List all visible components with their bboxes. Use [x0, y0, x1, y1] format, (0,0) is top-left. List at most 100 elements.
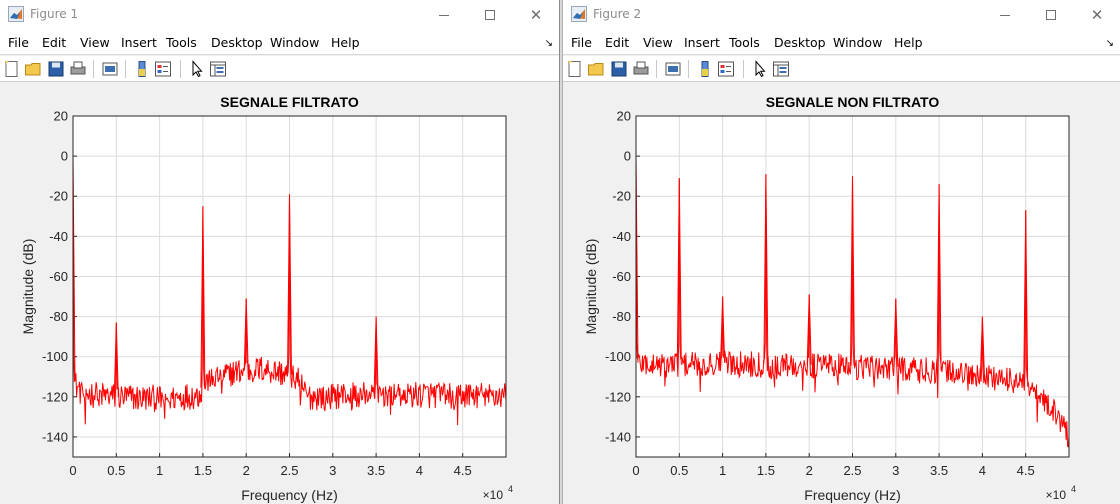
x-tick-label: 3.5	[930, 463, 948, 478]
link-plot-icon[interactable]	[664, 60, 682, 78]
window-divider	[560, 0, 562, 504]
print-icon[interactable]	[69, 60, 87, 78]
chart-title: SEGNALE NON FILTRATO	[766, 94, 940, 110]
title-bar[interactable]: Figure 1 ✕	[0, 0, 559, 30]
new-figure-icon[interactable]	[566, 60, 584, 78]
toolbar-separator	[688, 60, 689, 78]
menu-window[interactable]: Window	[270, 35, 320, 50]
spectrum-peak	[720, 296, 726, 363]
plot-area: 0 0.5 1 1.5 2 2.5 3 3.5 4 4.5 20 0 -20 -40 -60 -80 -100 -…	[0, 83, 559, 504]
y-tick-label: 0	[61, 149, 68, 164]
open-file-icon[interactable]	[24, 60, 42, 78]
close-icon: ✕	[529, 5, 543, 24]
title-bar[interactable]: Figure 2 ✕	[563, 0, 1120, 30]
menu-view[interactable]: View	[80, 35, 110, 50]
menu-file[interactable]: File	[571, 35, 592, 50]
menu-desktop[interactable]: Desktop	[774, 35, 826, 50]
x-tick-label: 0	[632, 463, 639, 478]
menu-help[interactable]: Help	[894, 35, 923, 50]
toolbar-separator	[180, 60, 181, 78]
menu-window[interactable]: Window	[833, 35, 883, 50]
x-tick-label: 2	[243, 463, 250, 478]
x-exponent-power: 4	[1071, 484, 1076, 494]
x-tick-label: 0	[69, 463, 76, 478]
y-tick-label: -60	[612, 269, 631, 284]
menu-edit[interactable]: Edit	[605, 35, 630, 50]
menu-tools[interactable]: Tools	[729, 35, 760, 50]
minimize-button[interactable]	[421, 0, 467, 30]
spectrum-peak	[1023, 210, 1029, 387]
minimize-button[interactable]	[982, 0, 1028, 30]
x-tick-label: 2.5	[280, 463, 298, 478]
menu-edit[interactable]: Edit	[42, 35, 67, 50]
close-button[interactable]: ✕	[1074, 0, 1120, 30]
menu-insert[interactable]: Insert	[121, 35, 157, 50]
spectrum-chart: 0 0.5 1 1.5 2 2.5 3 3.5 4 4.5 20 0 -20 -40 -60 -80 -100 -…	[583, 94, 1076, 503]
menu-view[interactable]: View	[643, 35, 673, 50]
pointer-icon[interactable]	[751, 60, 769, 78]
y-tick-label: -140	[605, 429, 631, 444]
maximize-button[interactable]	[467, 0, 513, 30]
spectrum-peak	[979, 316, 985, 376]
spectrum-series-line	[72, 156, 507, 426]
menu-bar: File Edit View Insert Tools Desktop Window Help…	[563, 30, 1120, 55]
new-figure-icon[interactable]	[3, 60, 21, 78]
close-button[interactable]: ✕	[513, 0, 559, 30]
property-inspector-icon[interactable]	[772, 60, 790, 78]
spectrum-peak	[936, 184, 942, 371]
spectrum-peak	[373, 316, 379, 393]
spectrum-peak	[200, 206, 206, 388]
x-axis-label: Frequency (Hz)	[804, 487, 900, 503]
matlab-logo-icon	[571, 6, 587, 22]
print-icon[interactable]	[632, 60, 650, 78]
open-file-icon[interactable]	[587, 60, 605, 78]
spectrum-peak	[806, 294, 812, 365]
matlab-logo-icon	[8, 6, 24, 22]
legend-icon[interactable]	[154, 60, 172, 78]
window-title: Figure 2	[593, 7, 642, 21]
y-tick-label: -140	[42, 429, 68, 444]
spectrum-peak	[893, 298, 899, 367]
save-icon[interactable]	[610, 60, 628, 78]
y-tick-label: -120	[605, 389, 631, 404]
y-tick-label: 0	[624, 149, 631, 164]
toolbar-separator	[743, 60, 744, 78]
menu-desktop[interactable]: Desktop	[211, 35, 263, 50]
colorbar-icon[interactable]	[696, 60, 714, 78]
spectrum-peak	[243, 298, 249, 371]
save-icon[interactable]	[47, 60, 65, 78]
menu-file[interactable]: File	[8, 35, 29, 50]
toolbar-separator	[125, 60, 126, 78]
spectrum-peak	[850, 176, 855, 366]
toolbar-separator	[93, 60, 94, 78]
y-tick-label: -100	[42, 349, 68, 364]
minimize-icon	[1000, 14, 1010, 16]
x-tick-label: 4	[979, 463, 986, 478]
x-tick-label: 1	[156, 463, 163, 478]
x-tick-label: 0.5	[107, 463, 125, 478]
maximize-button[interactable]	[1028, 0, 1074, 30]
menu-tools[interactable]: Tools	[166, 35, 197, 50]
y-tick-label: 20	[617, 109, 631, 124]
dock-arrow-icon[interactable]: ↘	[1105, 38, 1114, 49]
y-tick-label: -20	[612, 189, 631, 204]
link-plot-icon[interactable]	[101, 60, 119, 78]
y-tick-label: -40	[612, 229, 631, 244]
menu-insert[interactable]: Insert	[684, 35, 720, 50]
x-tick-label: 4.5	[454, 463, 472, 478]
legend-icon[interactable]	[717, 60, 735, 78]
window-title: Figure 1	[30, 7, 79, 21]
maximize-icon	[1046, 10, 1056, 20]
colorbar-icon[interactable]	[133, 60, 151, 78]
y-axis-label: Magnitude (dB)	[20, 239, 36, 335]
y-tick-label: -80	[49, 309, 68, 324]
dock-arrow-icon[interactable]: ↘	[544, 38, 553, 49]
property-inspector-icon[interactable]	[209, 60, 227, 78]
x-tick-label: 4	[416, 463, 423, 478]
x-exponent-base: ×10	[1046, 488, 1067, 502]
x-tick-label: 1.5	[757, 463, 775, 478]
pointer-icon[interactable]	[188, 60, 206, 78]
y-tick-label: -60	[49, 269, 68, 284]
x-tick-label: 1.5	[194, 463, 212, 478]
menu-help[interactable]: Help	[331, 35, 360, 50]
